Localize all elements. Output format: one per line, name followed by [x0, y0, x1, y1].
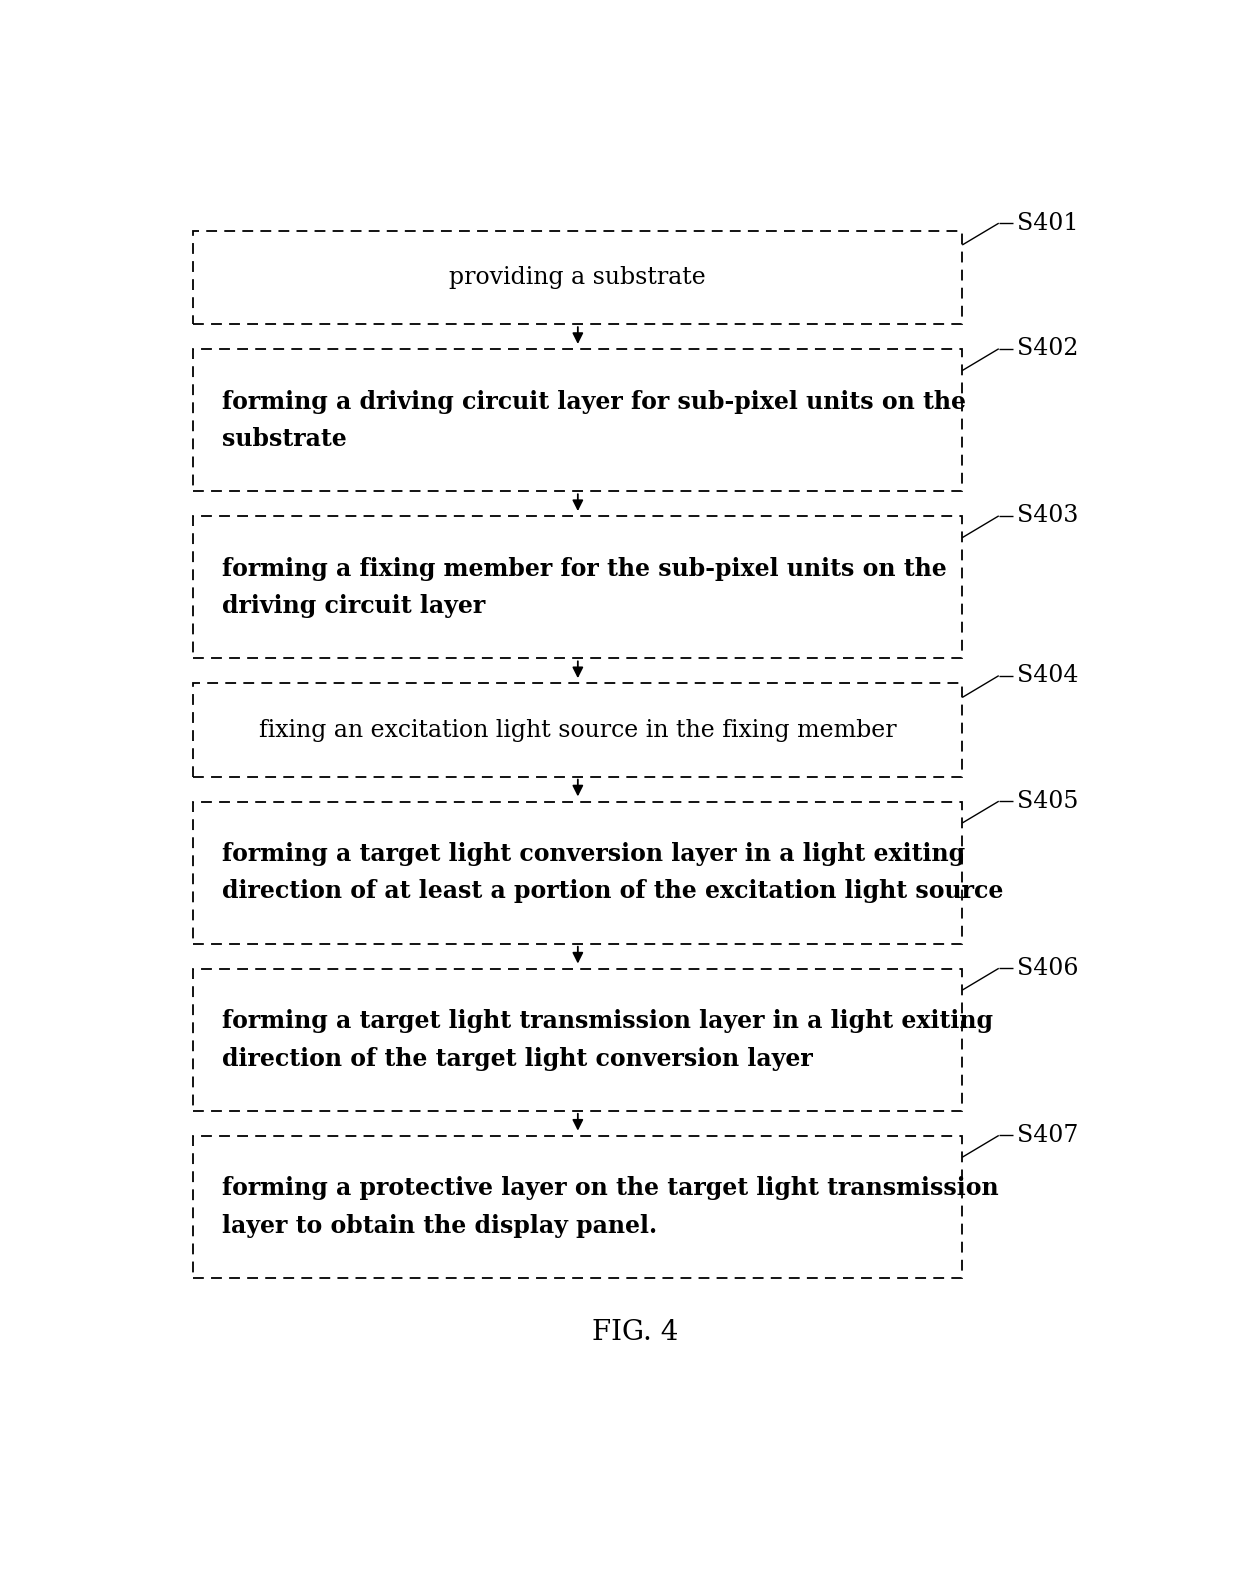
Text: S403: S403 — [1017, 505, 1079, 527]
Bar — [193, 516, 962, 659]
Text: forming a fixing member for the sub-pixel units on the
driving circuit layer: forming a fixing member for the sub-pixe… — [222, 556, 947, 618]
Text: fixing an excitation light source in the fixing member: fixing an excitation light source in the… — [259, 718, 897, 742]
Bar — [193, 802, 962, 943]
Bar — [193, 231, 962, 324]
Text: S407: S407 — [1017, 1124, 1079, 1148]
Text: forming a protective layer on the target light transmission
layer to obtain the : forming a protective layer on the target… — [222, 1176, 999, 1237]
Text: S404: S404 — [1017, 663, 1079, 687]
Text: forming a target light conversion layer in a light exiting
direction of at least: forming a target light conversion layer … — [222, 843, 1003, 904]
Bar — [193, 968, 962, 1111]
Bar — [193, 349, 962, 492]
Text: S402: S402 — [1017, 338, 1079, 360]
Text: forming a target light transmission layer in a light exiting
direction of the ta: forming a target light transmission laye… — [222, 1009, 993, 1071]
Text: S401: S401 — [1017, 212, 1079, 234]
Text: S405: S405 — [1017, 789, 1079, 813]
Bar — [193, 684, 962, 777]
Text: providing a substrate: providing a substrate — [449, 266, 707, 289]
Text: forming a driving circuit layer for sub-pixel units on the
substrate: forming a driving circuit layer for sub-… — [222, 390, 966, 451]
Text: FIG. 4: FIG. 4 — [593, 1319, 678, 1346]
Text: S406: S406 — [1017, 957, 1079, 979]
Bar — [193, 1137, 962, 1278]
